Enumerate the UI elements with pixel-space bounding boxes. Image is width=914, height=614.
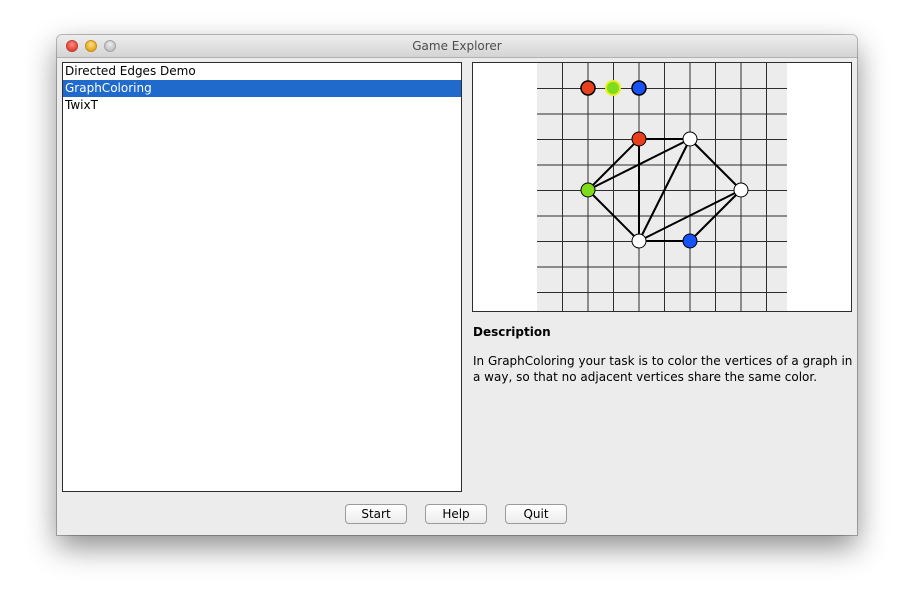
title-bar[interactable]: Game Explorer xyxy=(57,35,857,58)
graph-vertex xyxy=(682,233,698,249)
game-list[interactable]: Directed Edges Demo GraphColoring TwixT xyxy=(62,62,462,492)
graph-edge xyxy=(638,189,742,242)
graph-vertex xyxy=(682,131,698,147)
game-list-item-directed-edges-demo[interactable]: Directed Edges Demo xyxy=(65,64,196,78)
game-list-item-twixt[interactable]: TwixT xyxy=(65,98,98,112)
graph-edge xyxy=(587,138,691,191)
description-heading: Description xyxy=(473,325,551,339)
graph-edge xyxy=(689,189,742,242)
minimize-window-button[interactable] xyxy=(85,40,97,52)
grid-background xyxy=(537,63,787,311)
game-list-item-graphcoloring[interactable]: GraphColoring xyxy=(63,80,461,97)
graph-vertex xyxy=(733,182,749,198)
graph-edge xyxy=(587,138,640,191)
graph-edge xyxy=(638,138,691,242)
graph-vertex xyxy=(631,233,647,249)
game-preview-panel xyxy=(472,62,852,312)
palette-color-swatch xyxy=(580,80,596,96)
quit-button[interactable]: Quit xyxy=(505,504,567,524)
graph-vertex xyxy=(580,182,596,198)
graph-edge xyxy=(587,189,640,242)
palette-color-swatch xyxy=(631,80,647,96)
graph-vertex xyxy=(631,131,647,147)
game-explorer-window: Game Explorer Directed Edges Demo GraphC… xyxy=(57,35,857,535)
zoom-window-button[interactable] xyxy=(104,40,116,52)
start-button[interactable]: Start xyxy=(345,504,407,524)
close-window-button[interactable] xyxy=(66,40,78,52)
graph-edge xyxy=(689,138,742,191)
help-button[interactable]: Help xyxy=(425,504,487,524)
description-text: In GraphColoring your task is to color t… xyxy=(473,354,853,384)
window-title: Game Explorer xyxy=(412,39,502,53)
graph-coloring-preview xyxy=(537,63,787,311)
palette-color-swatch xyxy=(605,80,621,96)
